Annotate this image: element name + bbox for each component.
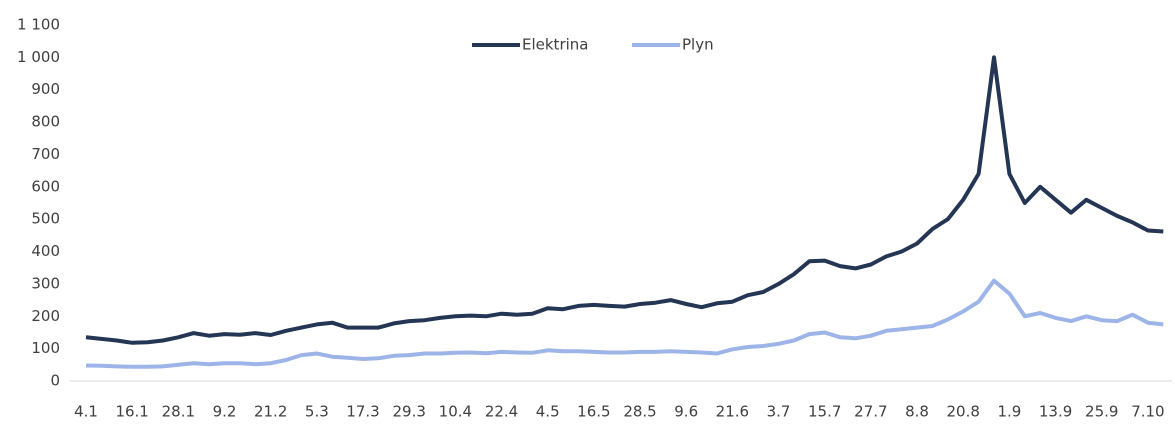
y-tick-label: 900 xyxy=(31,80,60,98)
y-tick-label: 500 xyxy=(31,210,60,228)
x-tick-label: 5.3 xyxy=(305,403,329,421)
x-tick-label: 9.2 xyxy=(213,403,237,421)
y-tick-label: 400 xyxy=(31,242,60,260)
y-tick-label: 1 000 xyxy=(17,48,60,66)
x-tick-label: 15.7 xyxy=(808,403,841,421)
x-tick-label: 20.8 xyxy=(947,403,980,421)
y-tick-label: 200 xyxy=(31,307,60,325)
x-tick-label: 9.6 xyxy=(674,403,698,421)
x-tick-label: 13.9 xyxy=(1039,403,1072,421)
x-tick-label: 28.1 xyxy=(162,403,195,421)
x-tick-label: 16.1 xyxy=(115,403,148,421)
x-tick-label: 29.3 xyxy=(392,403,425,421)
x-tick-label: 28.5 xyxy=(623,403,656,421)
y-tick-label: 0 xyxy=(50,372,60,390)
x-tick-label: 7.10 xyxy=(1131,403,1164,421)
y-tick-label: 700 xyxy=(31,145,60,163)
y-tick-label: 100 xyxy=(31,339,60,357)
legend-label: Elektrina xyxy=(522,36,588,54)
x-tick-label: 16.5 xyxy=(577,403,610,421)
series-line xyxy=(85,278,1164,369)
x-tick-label: 8.8 xyxy=(905,403,929,421)
x-tick-label: 10.4 xyxy=(439,403,472,421)
legend-label: Plyn xyxy=(682,36,714,54)
x-tick-label: 22.4 xyxy=(485,403,518,421)
x-tick-label: 1.9 xyxy=(997,403,1021,421)
y-tick-label: 1 100 xyxy=(17,16,60,34)
x-tick-label: 4.1 xyxy=(74,403,98,421)
x-tick-label: 4.5 xyxy=(536,403,560,421)
y-tick-label: 300 xyxy=(31,274,60,292)
x-tick-label: 27.7 xyxy=(854,403,887,421)
series-line xyxy=(85,55,1164,345)
x-tick-label: 21.2 xyxy=(254,403,287,421)
x-tick-label: 3.7 xyxy=(767,403,791,421)
y-tick-label: 600 xyxy=(31,177,60,195)
x-tick-label: 25.9 xyxy=(1085,403,1118,421)
x-tick-label: 21.6 xyxy=(716,403,749,421)
x-tick-label: 17.3 xyxy=(346,403,379,421)
y-tick-label: 800 xyxy=(31,113,60,131)
